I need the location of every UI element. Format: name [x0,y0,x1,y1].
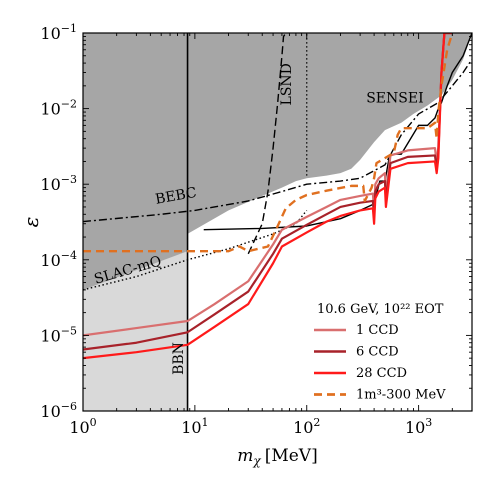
x-tick-label: 101 [181,416,208,437]
x-tick-label: 100 [69,416,96,437]
series-28-ccd [83,33,453,360]
y-tick-label: 10−5 [40,324,77,345]
annotation-bbn: BBN [171,342,187,375]
axis-ticks [82,32,473,412]
legend-label-1m-300-mev: 1m³-300 MeV [356,388,446,403]
plot-frame [82,32,473,412]
legend-label-1-ccd: 1 CCD [356,323,399,338]
legend-label-28-ccd: 28 CCD [356,366,407,381]
x-tick-label: 103 [405,416,432,437]
y-axis-label: ε [19,217,43,228]
y-tick-label: 10−4 [40,249,77,270]
y-tick-label: 10−3 [40,173,77,194]
x-axis-label: mχ [MeV] [237,446,317,468]
legend-label-6-ccd: 6 CCD [356,345,399,360]
constraint-bebc [83,58,472,223]
tick-labels: 100 101 102 103 10−6 10−5 10−4 10−3 10−2 10−1 [40,22,432,437]
x-tick-label: 102 [293,416,320,437]
annotation-bebc: BEBC [154,185,198,208]
legend-title: 10.6 GeV, 10²² EOT [317,302,444,317]
y-tick-label: 10−1 [40,22,77,43]
annotation-lsnd: LSND [279,63,295,105]
y-tick-label: 10−6 [40,400,77,421]
constraint-lsnd [247,33,287,255]
legend: 10.6 GeV, 10²² EOT 1 CCD 6 CCD 28 CCD 1m³-3… [314,302,446,403]
series-1m-300-mev [83,33,454,253]
annotation-sensei: SENSEI [366,91,423,107]
y-tick-label: 10−2 [40,98,77,119]
region-combined [83,33,472,290]
